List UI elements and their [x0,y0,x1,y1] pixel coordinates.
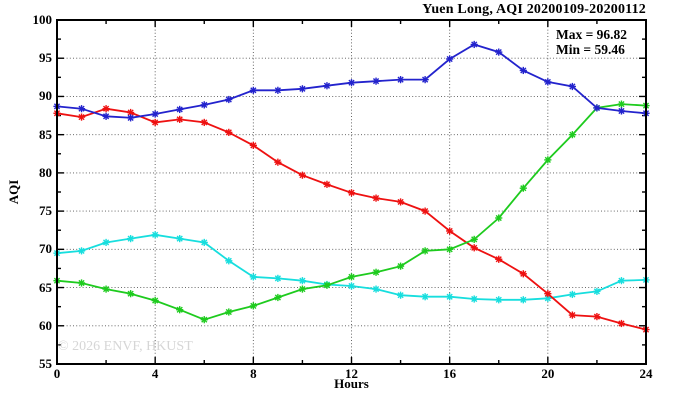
series-blue [53,40,650,122]
series-green [53,100,650,324]
x-axis-label: Hours [334,376,369,391]
series-cyan [53,231,650,304]
series-red [53,105,650,334]
y-tick-label: 70 [39,241,52,257]
x-tick-label: 24 [639,366,653,381]
x-tick-label: 4 [151,366,159,381]
series-markers-cyan [53,231,650,304]
y-tick-label: 85 [39,126,52,142]
x-tick-label: 0 [53,366,61,381]
chart-title: Yuen Long, AQI 20200109-20200112 [422,2,646,17]
x-tick-label: 20 [541,366,555,381]
y-tick-label: 75 [39,203,52,219]
y-tick-label: 100 [32,12,53,27]
watermark: © 2026 ENVF, HKUST [58,339,193,354]
y-tick-label: 55 [39,356,52,371]
min-value-label: Min = 59.46 [556,42,625,57]
y-tick-label: 80 [39,164,52,180]
max-value-label: Max = 96.82 [556,27,628,42]
max-min-annotation: Max = 96.82 Min = 59.46 [556,27,627,57]
plot-frame [56,19,647,365]
y-tick-label: 90 [39,88,52,104]
y-tick-label: 60 [39,317,52,333]
x-tick-label: 8 [250,366,257,381]
series-markers-green [53,100,650,324]
x-tick-label: 16 [443,366,457,381]
y-tick-label: 65 [39,279,52,295]
x-tick-label: 12 [345,366,358,381]
series-markers-blue [53,40,650,122]
series-markers-red [53,105,650,334]
y-tick-label: 95 [39,50,52,66]
y-axis-label: AQI [6,179,21,205]
